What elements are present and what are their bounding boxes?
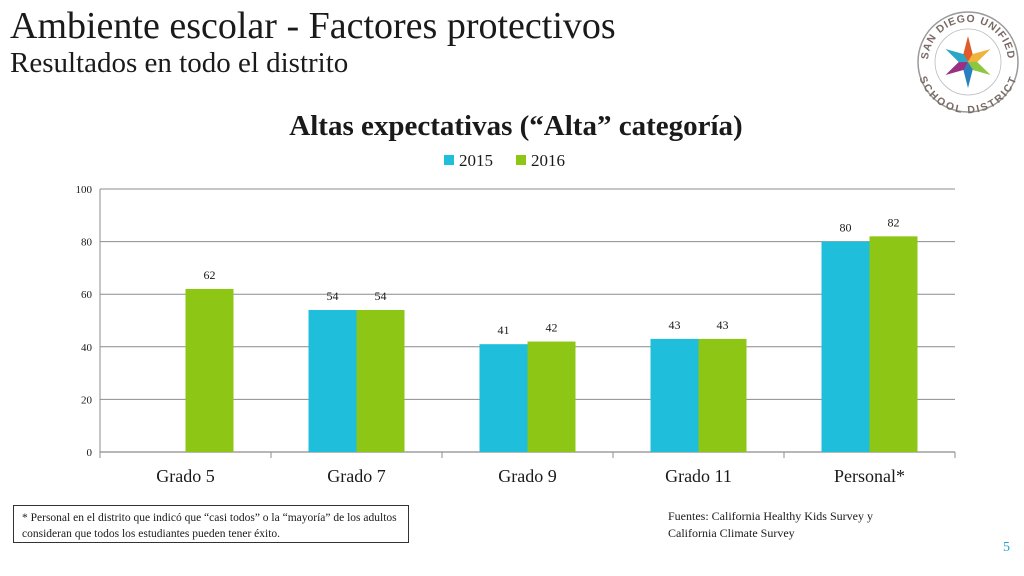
bar-2016: [185, 288, 234, 452]
bar-value-label: 41: [498, 323, 510, 337]
chart-bars: 62 54 54 41 42 43 43 80 82: [185, 215, 918, 452]
x-category-label: Grado 7: [327, 466, 385, 486]
logo-star-petal: [963, 36, 973, 62]
logo-star-petal: [968, 61, 991, 75]
x-category-label: Grado 11: [665, 466, 732, 486]
district-logo: SAN DIEGO UNIFIED SCHOOL DISTRICT: [916, 11, 1019, 114]
bar-value-label: 62: [204, 268, 216, 282]
page-number: 5: [1003, 540, 1010, 555]
sources-note: Fuentes: California Healthy Kids Survey …: [668, 509, 873, 540]
x-category-label: Grado 9: [498, 466, 556, 486]
x-category-label: Grado 5: [156, 466, 214, 486]
bar-2016: [356, 309, 405, 452]
bar-2015: [479, 344, 528, 452]
bar-value-label: 43: [669, 318, 681, 332]
slide-title: Ambiente escolar - Factores protectivos: [10, 5, 616, 47]
y-tick-label: 80: [81, 237, 93, 249]
bar-2016: [869, 236, 918, 452]
legend-swatch: [444, 155, 454, 165]
y-axis: 0 20 40 60 80 100: [76, 184, 93, 459]
y-tick-label: 60: [81, 289, 93, 301]
logo-star-petal: [945, 61, 968, 75]
legend-label: 2016: [531, 151, 565, 170]
bar-2016: [527, 341, 576, 452]
slide-subtitle: Resultados en todo el distrito: [10, 47, 349, 79]
y-tick-label: 100: [76, 184, 93, 196]
bar-value-label: 54: [327, 289, 339, 303]
x-category-label: Personal*: [834, 466, 905, 486]
y-tick-label: 20: [81, 394, 93, 406]
bar-value-label: 42: [546, 321, 558, 335]
bar-value-label: 43: [717, 318, 729, 332]
bar-value-label: 80: [840, 221, 852, 235]
bar-chart: Altas expectativas (“Alta” categoría) 20…: [76, 110, 956, 486]
legend-label: 2015: [459, 151, 493, 170]
bar-value-label: 82: [888, 215, 900, 229]
chart-title: Altas expectativas (“Alta” categoría): [289, 110, 742, 142]
y-tick-label: 40: [81, 342, 93, 354]
bar-value-label: 54: [375, 289, 387, 303]
bar-2015: [650, 338, 699, 452]
footnote-box: * Personal en el distrito que indicó que…: [13, 505, 409, 543]
legend-swatch: [516, 155, 526, 165]
logo-star-icon: [945, 36, 991, 88]
x-axis: Grado 5 Grado 7 Grado 9 Grado 11 Personal*: [99, 452, 956, 486]
bar-2016: [698, 338, 747, 452]
bar-2015: [308, 309, 357, 452]
logo-star-petal: [963, 62, 973, 88]
bar-2015: [821, 241, 870, 452]
y-tick-label: 0: [87, 447, 93, 459]
logo-star-petal: [945, 49, 968, 63]
chart-legend: 2015 2016: [444, 151, 565, 170]
logo-star-petal: [968, 49, 991, 63]
